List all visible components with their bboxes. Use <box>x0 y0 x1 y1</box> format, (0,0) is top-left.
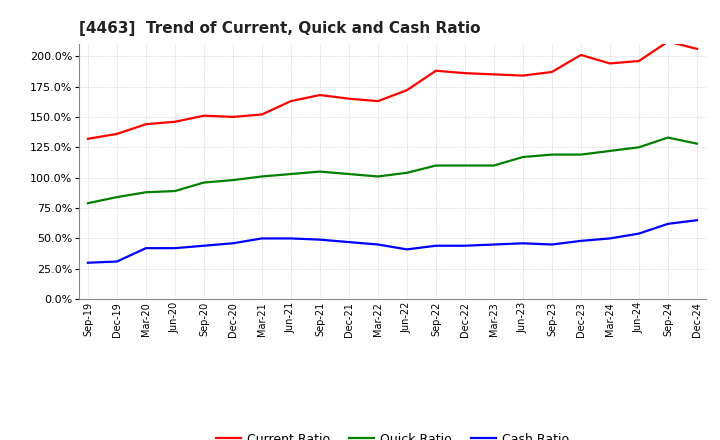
Current Ratio <box>664 39 672 44</box>
Quick Ratio <box>606 148 614 154</box>
Quick Ratio <box>431 163 440 168</box>
Cash Ratio <box>461 243 469 248</box>
Quick Ratio <box>345 172 354 177</box>
Current Ratio <box>112 131 121 136</box>
Current Ratio <box>548 70 557 75</box>
Cash Ratio <box>112 259 121 264</box>
Quick Ratio <box>112 194 121 200</box>
Cash Ratio <box>693 217 701 223</box>
Current Ratio <box>577 52 585 58</box>
Cash Ratio <box>634 231 643 236</box>
Line: Current Ratio: Current Ratio <box>88 41 697 139</box>
Quick Ratio <box>402 170 411 176</box>
Current Ratio <box>258 112 266 117</box>
Cash Ratio <box>315 237 324 242</box>
Current Ratio <box>490 72 498 77</box>
Current Ratio <box>518 73 527 78</box>
Cash Ratio <box>287 236 295 241</box>
Cash Ratio <box>431 243 440 248</box>
Cash Ratio <box>606 236 614 241</box>
Cash Ratio <box>490 242 498 247</box>
Cash Ratio <box>171 246 179 251</box>
Quick Ratio <box>315 169 324 174</box>
Quick Ratio <box>490 163 498 168</box>
Quick Ratio <box>634 145 643 150</box>
Quick Ratio <box>577 152 585 157</box>
Quick Ratio <box>664 135 672 140</box>
Text: [4463]  Trend of Current, Quick and Cash Ratio: [4463] Trend of Current, Quick and Cash … <box>79 21 481 36</box>
Current Ratio <box>228 114 237 120</box>
Cash Ratio <box>402 247 411 252</box>
Cash Ratio <box>228 241 237 246</box>
Cash Ratio <box>345 239 354 245</box>
Quick Ratio <box>693 141 701 146</box>
Quick Ratio <box>258 174 266 179</box>
Legend: Current Ratio, Quick Ratio, Cash Ratio: Current Ratio, Quick Ratio, Cash Ratio <box>211 428 574 440</box>
Cash Ratio <box>142 246 150 251</box>
Cash Ratio <box>258 236 266 241</box>
Current Ratio <box>315 92 324 98</box>
Current Ratio <box>142 121 150 127</box>
Line: Quick Ratio: Quick Ratio <box>88 138 697 203</box>
Current Ratio <box>606 61 614 66</box>
Quick Ratio <box>199 180 208 185</box>
Cash Ratio <box>518 241 527 246</box>
Current Ratio <box>199 113 208 118</box>
Cash Ratio <box>577 238 585 243</box>
Current Ratio <box>693 46 701 51</box>
Current Ratio <box>171 119 179 125</box>
Quick Ratio <box>84 201 92 206</box>
Current Ratio <box>345 96 354 101</box>
Cash Ratio <box>199 243 208 248</box>
Quick Ratio <box>287 172 295 177</box>
Current Ratio <box>634 59 643 64</box>
Cash Ratio <box>374 242 382 247</box>
Current Ratio <box>287 99 295 104</box>
Quick Ratio <box>374 174 382 179</box>
Cash Ratio <box>664 221 672 227</box>
Cash Ratio <box>548 242 557 247</box>
Quick Ratio <box>461 163 469 168</box>
Current Ratio <box>84 136 92 141</box>
Current Ratio <box>374 99 382 104</box>
Line: Cash Ratio: Cash Ratio <box>88 220 697 263</box>
Current Ratio <box>402 88 411 93</box>
Quick Ratio <box>228 177 237 183</box>
Current Ratio <box>461 70 469 76</box>
Quick Ratio <box>548 152 557 157</box>
Cash Ratio <box>84 260 92 265</box>
Quick Ratio <box>142 190 150 195</box>
Current Ratio <box>431 68 440 73</box>
Quick Ratio <box>518 154 527 160</box>
Quick Ratio <box>171 188 179 194</box>
